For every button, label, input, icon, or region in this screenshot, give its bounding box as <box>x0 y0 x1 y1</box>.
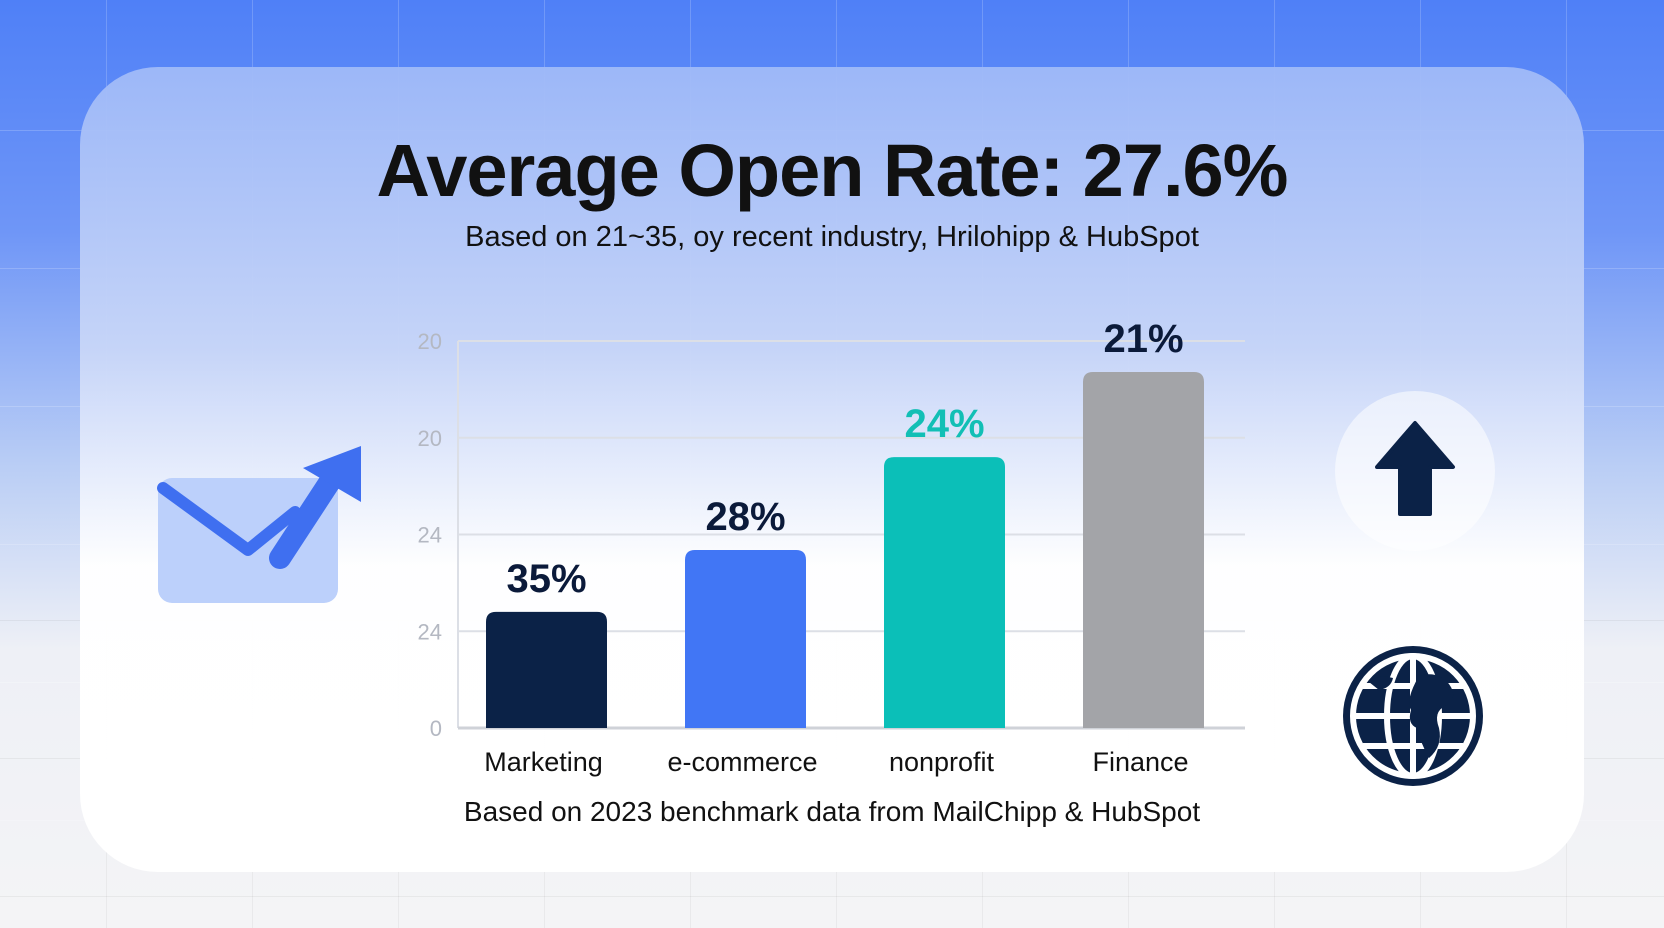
bar-value-label: 21% <box>1103 317 1183 361</box>
category-label: Finance <box>1092 747 1188 777</box>
bar-nonprofit <box>884 457 1005 728</box>
page-title: Average Open Rate: 27.6% <box>376 129 1289 212</box>
y-tick-label: 24 <box>418 619 442 644</box>
chart-footer-note: Based on 2023 benchmark data from MailCh… <box>463 796 1201 827</box>
bar-marketing <box>486 611 607 728</box>
globe-icon <box>1343 646 1483 786</box>
category-label: e-commerce <box>667 747 817 777</box>
y-tick-label: 20 <box>418 426 442 451</box>
category-label: Marketing <box>484 747 603 777</box>
category-label: nonprofit <box>889 747 995 777</box>
arrow-up-icon <box>1335 391 1495 551</box>
y-tick-label: 20 <box>418 329 442 354</box>
bar-finance <box>1083 371 1204 728</box>
bar-e-commerce <box>685 549 806 728</box>
bar-value-label: 28% <box>705 495 785 539</box>
bar-value-label: 24% <box>904 402 984 446</box>
bar-value-label: 35% <box>506 557 586 601</box>
y-tick-label: 24 <box>418 523 442 548</box>
subtitle: Based on 21~35, oy recent industry, Hril… <box>465 221 1199 253</box>
y-tick-label: 0 <box>430 716 442 741</box>
envelope-with-trend-arrow-icon <box>157 446 361 603</box>
